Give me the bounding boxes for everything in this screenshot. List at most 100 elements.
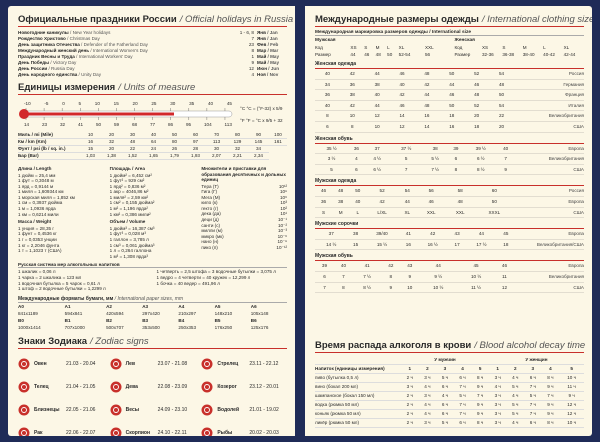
cell: S xyxy=(315,207,333,219)
fahrenheit-tick: 95 xyxy=(186,122,192,127)
cell: 100 xyxy=(269,132,287,139)
formula: °C = (°F-32) x 5/9 xyxy=(246,106,283,111)
icon-glyph xyxy=(21,383,27,390)
cell: 9 ч xyxy=(559,391,584,401)
cell: Европа xyxy=(514,229,584,240)
num: 3 xyxy=(524,364,542,374)
holiday-month: Фев / Feb xyxy=(257,42,287,48)
cell: 10 xyxy=(400,282,420,294)
cell: 145 xyxy=(248,138,269,146)
cell: B6 xyxy=(250,317,257,323)
measure-line: 1 бочка = 40 ведер = 491,96 л xyxy=(156,280,220,286)
sign-dates: 22.08 - 23.09 xyxy=(157,383,188,390)
size-table: 46 48 50 52 54 56 58 60 Россия 36 38 40 42 44 46 48 50 Ев… xyxy=(315,186,584,219)
icon-circle xyxy=(201,381,213,392)
title-ru: Международные размеры одежды xyxy=(315,14,479,25)
cell: 2 ч xyxy=(401,373,419,383)
size-table: 40 42 44 46 48 50 52 54 Россия 34 36 38 40 42 44 46 48 Ге… xyxy=(315,69,584,133)
cell: 44 xyxy=(414,89,440,101)
intl-label: Мужская xyxy=(315,38,336,43)
cell: 90 xyxy=(248,132,269,139)
celsius-tick: 20 xyxy=(132,101,138,106)
measure-line: 1 штоф = 2 водочные бутылки = 1,2299 л xyxy=(18,286,106,292)
holiday-month: Янв / Jan xyxy=(257,30,287,36)
sign-dates: 22.06 - 22.07 xyxy=(66,429,96,436)
month-en: / Jan xyxy=(267,36,278,41)
num: 5 xyxy=(471,364,489,374)
cell: 30 xyxy=(206,145,227,153)
cell: 3 ч xyxy=(401,382,419,392)
power: 10⁶ xyxy=(280,194,288,200)
title-en: / Zodiac signs xyxy=(90,336,149,347)
celsius-tick: 30 xyxy=(170,101,176,106)
cell: 10 xyxy=(364,121,390,133)
cell: 3 ч xyxy=(488,373,507,383)
month-ru: Янв xyxy=(257,36,266,41)
cell: 48 xyxy=(414,69,440,80)
prefix-line: Мега (М) 10⁶ xyxy=(201,195,287,201)
zodiac-icon xyxy=(18,427,30,436)
cell: 8 ч xyxy=(471,373,489,383)
cell: 38 xyxy=(339,89,365,101)
unit-line: 1 унция = 28,35 г xyxy=(18,225,55,231)
cell: 7 ч xyxy=(524,409,542,419)
zodiac-section: Знаки Зодиака / Zodiac signs Овен 21.03 - 2… xyxy=(18,336,287,436)
unit-line: 1 кг = 2,2046 фунта xyxy=(18,242,60,248)
icon-glyph xyxy=(112,383,119,390)
power: 10² xyxy=(280,205,288,211)
icon-glyph xyxy=(204,429,211,436)
cell: 48 xyxy=(464,89,490,101)
holiday-row: День народного единства / Unity Day 4 Ноя … xyxy=(18,72,287,78)
prefix-line: микро (мк) 10⁻⁶ xyxy=(201,234,287,240)
cell: 5 xyxy=(315,164,349,176)
section-title: Время распада алкоголя в крови / Blood al… xyxy=(315,340,585,353)
cell: B1 xyxy=(64,317,71,323)
table-row: 46 48 50 52 54 56 58 60 Россия xyxy=(315,186,584,197)
cell: 46 xyxy=(494,261,514,272)
cell: 707x1000 xyxy=(64,324,85,330)
title-en: / Official holidays in Russia xyxy=(179,14,294,25)
cell: 16 xyxy=(414,110,440,122)
alcohol-section: Время распада алкоголя в крови / Blood al… xyxy=(315,340,585,428)
block-head: Масса / Weight xyxy=(18,219,52,225)
cell: 8 xyxy=(447,164,465,176)
cell: 40 xyxy=(364,89,390,101)
cell: 7 ч xyxy=(524,382,542,392)
cell: 46 xyxy=(416,196,446,208)
table-row: A0 A1 A2 A3 A4 A5 A6 xyxy=(18,303,287,310)
prefix-line: пико (п) 10⁻¹² xyxy=(201,245,287,251)
cell: 20 xyxy=(101,132,122,139)
gender-women: У женщин xyxy=(488,356,584,365)
num: 2 xyxy=(418,364,437,374)
title-ru: Единицы измерения xyxy=(18,82,116,93)
unit-line: 1 морская миля = 1,852 км xyxy=(18,194,75,200)
cell: водка (рюмка 50 мл) xyxy=(315,400,401,410)
zodiac-column: Овен 21.03 - 20.04 Телец 21.04 - 21.05 Близн… xyxy=(18,352,104,436)
num: 1 xyxy=(488,364,507,374)
cell: 26 xyxy=(164,145,185,153)
number-row: Напиток (единицы измерения) 1 2 3 4 5 1 2 3 4 5 xyxy=(315,364,584,374)
cell: 8 ч xyxy=(471,418,489,428)
holiday-row: Рождество Христово / Christmas Day 7 Янв /… xyxy=(18,36,287,42)
cell: США xyxy=(514,164,584,176)
cell: 48 xyxy=(375,52,381,57)
fahrenheit-tick: 41 xyxy=(78,122,84,127)
cell: 40 xyxy=(143,132,164,139)
cell: 32 xyxy=(227,145,248,153)
cell: 17 ½ xyxy=(465,239,498,251)
cell: 7 xyxy=(315,282,334,294)
cell: 4 ч xyxy=(506,418,525,428)
cell: 42-44 xyxy=(563,52,576,57)
cell: 48 xyxy=(489,79,514,91)
cell: 22 xyxy=(122,145,143,153)
cell: 39 xyxy=(447,143,465,155)
holiday-ru: День защитника Отечества xyxy=(18,42,80,47)
num: 1 xyxy=(401,364,419,374)
zodiac-column: Стрелец 23.11 - 22.12 Козерог 23.12 - 20.01… xyxy=(201,352,287,436)
cell: 48 xyxy=(122,138,143,146)
unit-line: 1 см² = 0,155 дюйма² xyxy=(109,200,155,206)
cell: 10 ½ xyxy=(457,271,495,283)
cell: 1,79 xyxy=(164,152,185,160)
